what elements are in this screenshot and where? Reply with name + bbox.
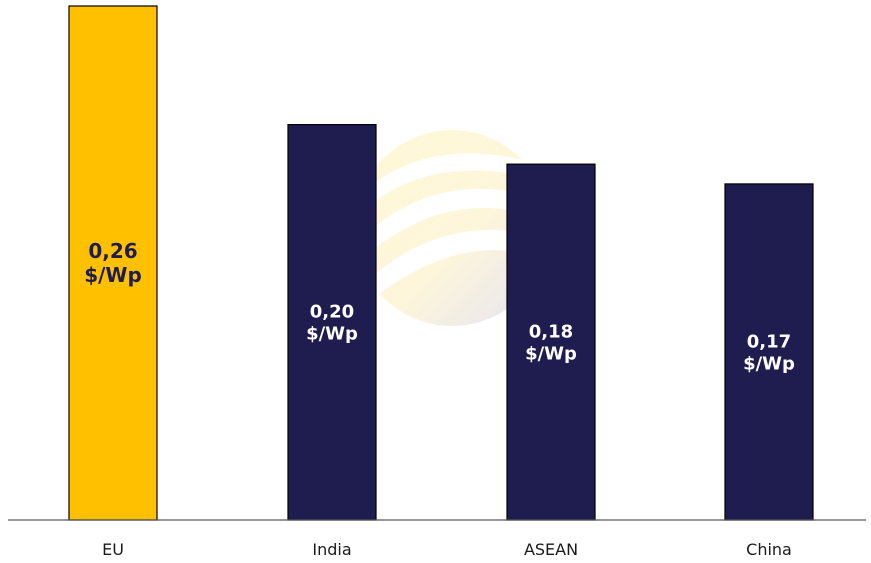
x-tick-label-china: China (746, 540, 792, 559)
data-label-india-value: 0,20 (310, 302, 354, 323)
bars-group (68, 5, 814, 521)
bar-asean (506, 163, 596, 521)
data-label-eu-value: 0,26 (88, 239, 137, 263)
labels-group: 0,26$/WpEU0,20$/WpIndia0,18$/WpASEAN0,17… (84, 239, 795, 559)
data-label-china-unit: $/Wp (743, 353, 795, 374)
x-tick-label-asean: ASEAN (524, 540, 578, 559)
data-label-asean-unit: $/Wp (525, 343, 577, 364)
x-tick-label-india: India (312, 540, 351, 559)
data-label-eu-unit: $/Wp (84, 263, 142, 287)
data-label-asean-value: 0,18 (529, 321, 573, 342)
bar-eu (68, 5, 158, 521)
data-label-china-value: 0,17 (747, 331, 791, 352)
data-label-india-unit: $/Wp (306, 324, 358, 345)
bar-china (724, 183, 814, 521)
x-tick-label-eu: EU (102, 540, 124, 559)
